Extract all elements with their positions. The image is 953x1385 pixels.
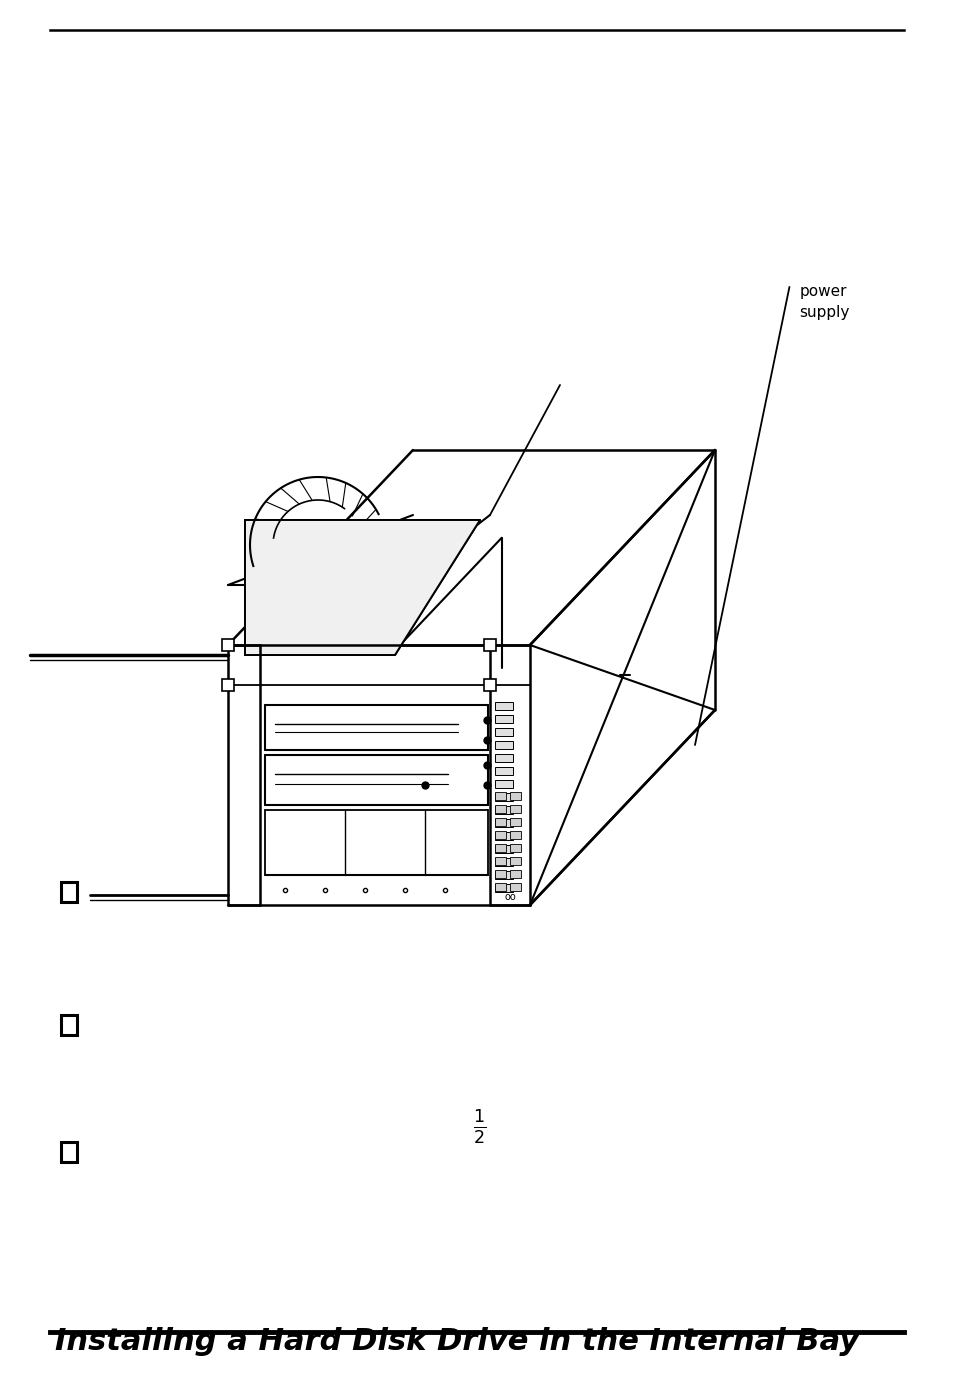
Bar — [510, 843, 520, 852]
Bar — [510, 884, 520, 891]
Bar — [495, 741, 513, 749]
Bar — [495, 753, 513, 762]
Bar — [222, 679, 233, 691]
Bar — [495, 780, 513, 788]
Bar — [510, 805, 520, 813]
Bar — [495, 870, 505, 878]
Text: power
supply: power supply — [799, 284, 849, 320]
Bar — [495, 884, 513, 892]
Bar — [495, 884, 505, 891]
Bar — [495, 843, 505, 852]
Bar — [495, 805, 505, 813]
Bar — [495, 871, 513, 879]
Bar — [495, 857, 513, 866]
Bar — [510, 792, 520, 801]
Bar — [495, 831, 505, 839]
Bar — [495, 819, 513, 827]
Bar — [61, 1015, 76, 1035]
Bar — [61, 1143, 76, 1162]
Bar — [495, 715, 513, 723]
Bar — [483, 679, 496, 691]
Bar — [495, 819, 505, 825]
Bar — [222, 638, 233, 651]
Bar — [61, 882, 76, 902]
Bar — [495, 845, 513, 853]
Text: oo: oo — [504, 892, 517, 902]
Bar — [495, 806, 513, 814]
Text: $\frac{1}{2}$: $\frac{1}{2}$ — [473, 1108, 486, 1147]
Bar — [495, 832, 513, 839]
Bar — [495, 857, 505, 866]
Bar — [510, 870, 520, 878]
Bar — [510, 857, 520, 866]
Bar — [510, 831, 520, 839]
Text: Installing a Hard Disk Drive in the Internal Bay: Installing a Hard Disk Drive in the Inte… — [55, 1327, 859, 1356]
Bar — [495, 767, 513, 776]
Bar — [510, 819, 520, 825]
Bar — [495, 792, 505, 801]
Bar — [483, 638, 496, 651]
Polygon shape — [245, 519, 479, 655]
Bar — [495, 702, 513, 711]
Bar — [495, 729, 513, 735]
Bar — [495, 794, 513, 801]
